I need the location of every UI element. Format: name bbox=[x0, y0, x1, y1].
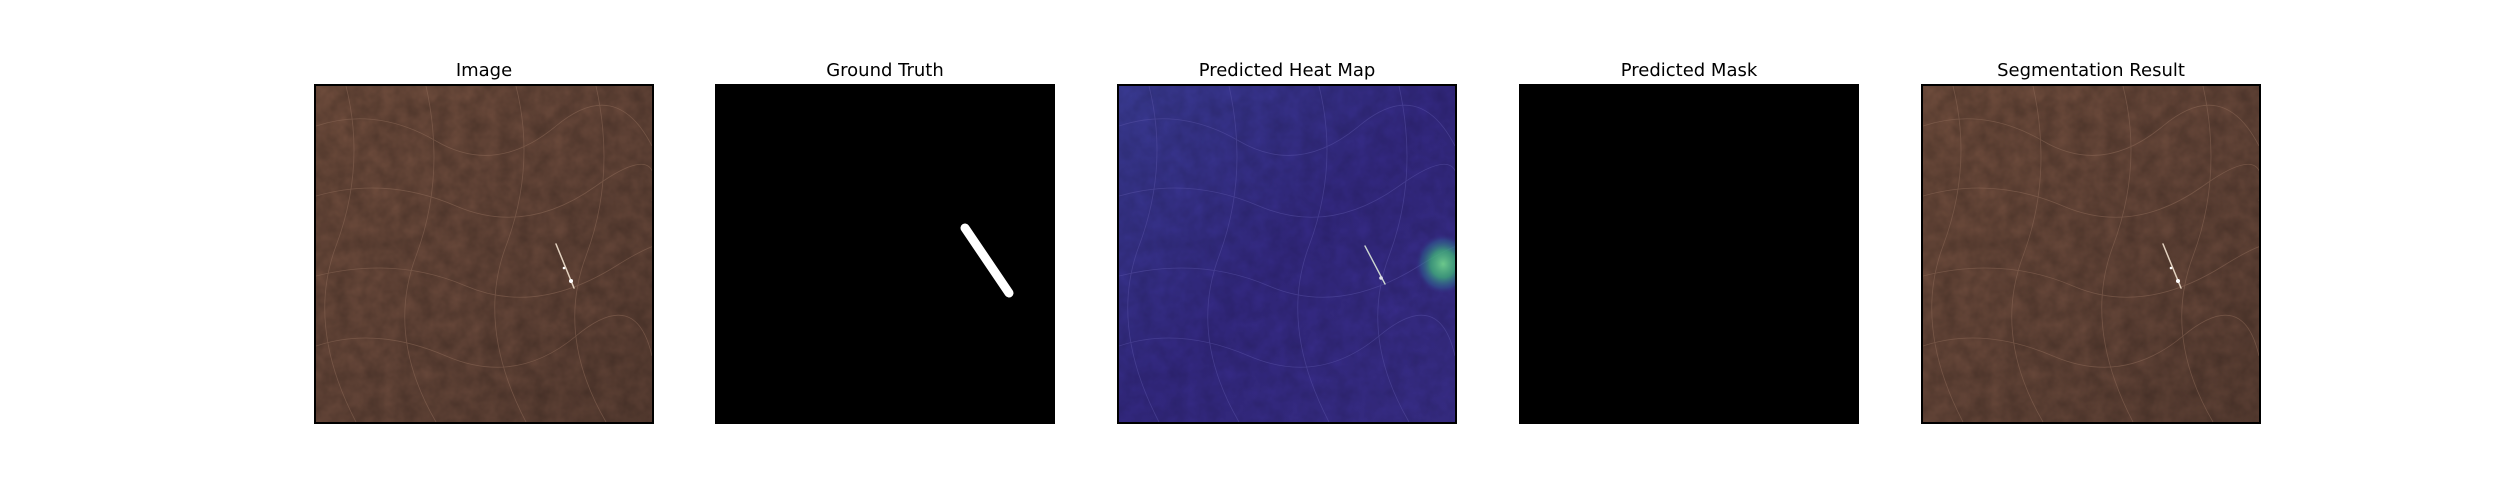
panel-title-ground-truth: Ground Truth bbox=[826, 60, 944, 81]
panel-title-heat-map: Predicted Heat Map bbox=[1198, 60, 1376, 81]
segmentation-result-image bbox=[1923, 86, 2259, 422]
leather-image bbox=[316, 86, 652, 422]
predicted-mask bbox=[1521, 86, 1857, 422]
heat-hotspot bbox=[1327, 186, 1455, 336]
defect-scratch bbox=[555, 243, 575, 289]
panel-title-predicted-mask: Predicted Mask bbox=[1620, 60, 1758, 81]
predicted-mask-frame bbox=[1519, 84, 1859, 424]
segmentation-result-frame bbox=[1921, 84, 2261, 424]
ground-truth-mask bbox=[717, 86, 1053, 422]
panel-title-image: Image bbox=[455, 60, 513, 81]
image-frame bbox=[314, 84, 654, 424]
ground-truth-frame bbox=[715, 84, 1055, 424]
heat-map-frame bbox=[1117, 84, 1457, 424]
ground-truth-defect bbox=[960, 223, 1014, 298]
panel-title-segmentation-result: Segmentation Result bbox=[1997, 60, 2185, 81]
heat-map-image bbox=[1119, 86, 1455, 422]
